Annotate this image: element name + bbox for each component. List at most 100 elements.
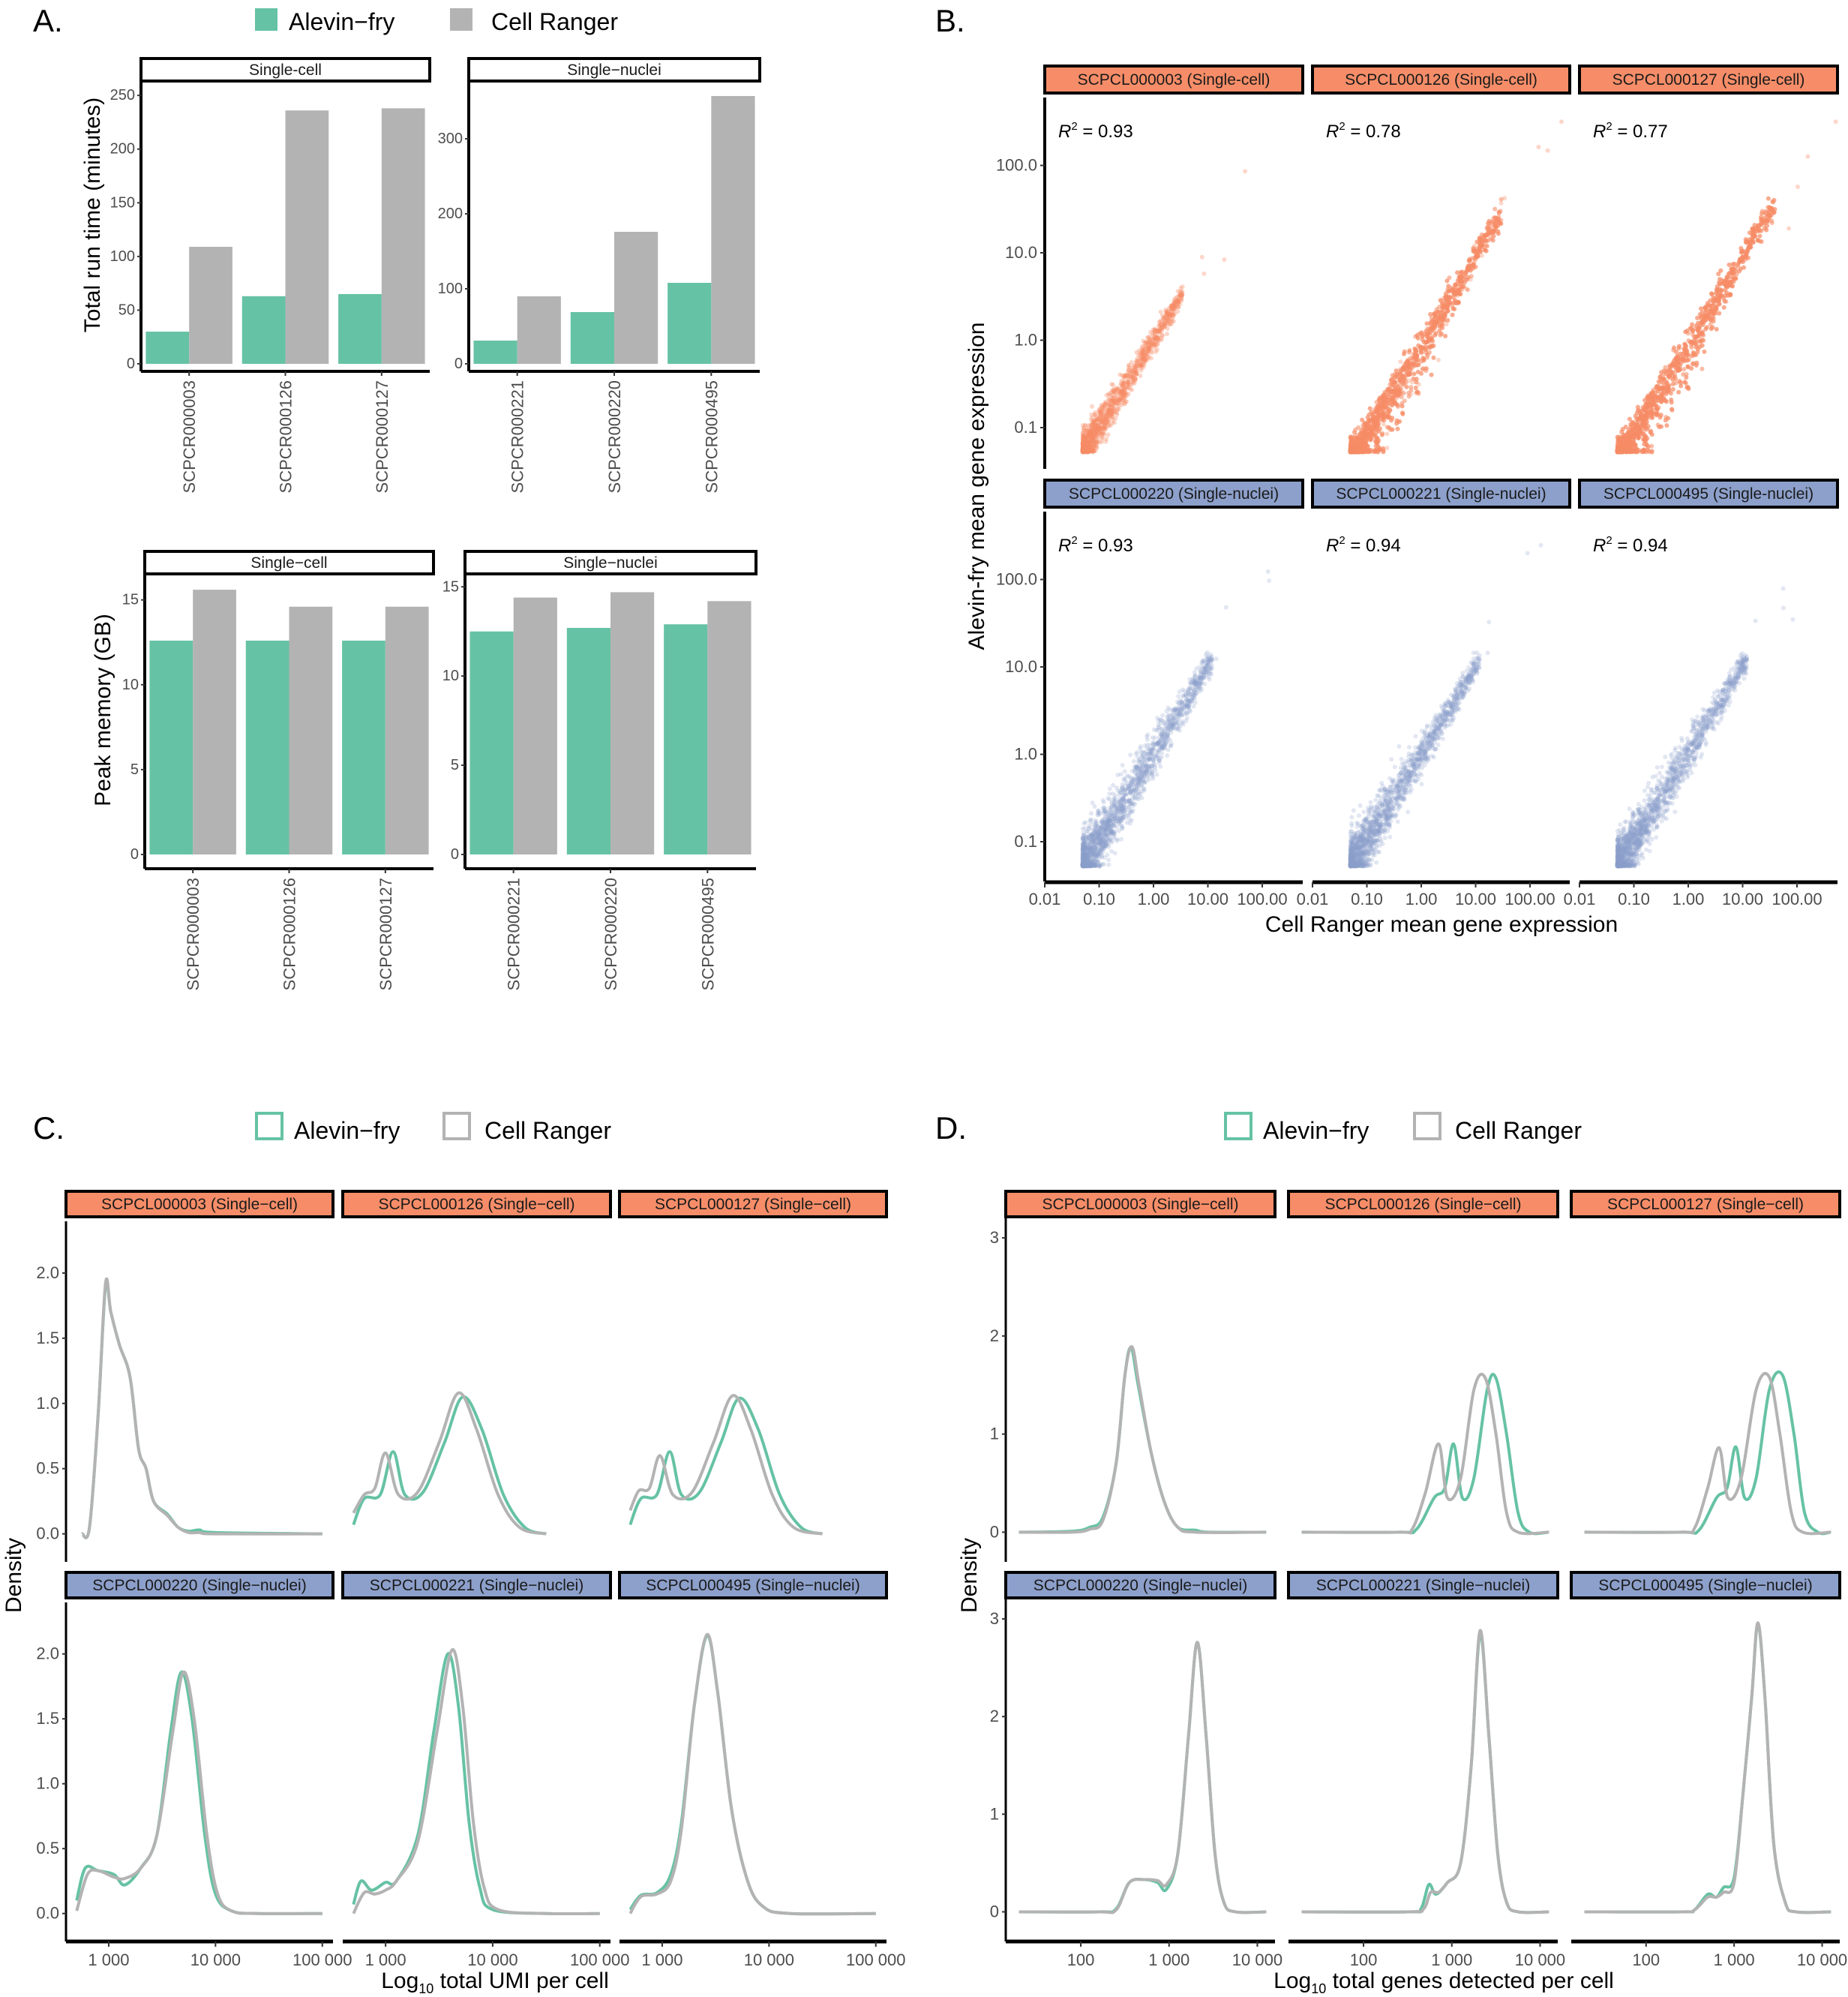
scatter-point [1484, 248, 1489, 254]
scatter-point [1082, 449, 1088, 455]
scatter-point [1081, 441, 1086, 446]
bar-alevin-fry-scpcr000220 [566, 627, 610, 854]
scatter-point [1108, 398, 1113, 404]
scatter-point [1132, 380, 1137, 386]
scatter-point [1126, 385, 1131, 390]
scatter-point [1080, 449, 1085, 455]
scatter-point [1166, 317, 1171, 323]
bar-cell-ranger-scpcr000221 [517, 296, 561, 364]
scatter-point [1120, 389, 1125, 395]
scatter-point [1164, 309, 1169, 314]
scatter-point [1492, 215, 1497, 221]
y-tick-label: 0 [451, 846, 459, 863]
x-tick-label-scpcr000220: SCPCR000220 [605, 380, 624, 493]
scatter-point [1432, 314, 1438, 320]
scatter-point [1137, 362, 1142, 367]
scatter-point [1120, 383, 1126, 388]
scatter-point [1425, 352, 1430, 357]
bar-cell-ranger-scpcr000221 [513, 597, 557, 854]
scatter-point [1083, 443, 1088, 449]
scatter-point [1443, 333, 1448, 338]
scatter-point [1404, 384, 1409, 389]
scatter-point [1081, 446, 1086, 451]
scatter-point [1082, 447, 1087, 452]
scatter-point [1102, 424, 1107, 429]
y-tick-label: 100.0 [996, 156, 1037, 175]
scatter-point [1084, 444, 1089, 449]
scatter-point [1084, 449, 1090, 455]
scatter-point [1141, 350, 1146, 356]
scatter-point [1132, 367, 1137, 372]
scatter-point [1408, 385, 1414, 390]
scatter-point [1463, 269, 1468, 275]
scatter-point [1082, 448, 1087, 453]
strip-b-scpcl000127-single-cell-label: SCPCL000127 (Single-cell) [1612, 71, 1805, 89]
scatter-point [1161, 316, 1166, 321]
scatter-point [1384, 446, 1390, 451]
scatter-point [1376, 423, 1381, 428]
scatter-point [1102, 401, 1108, 407]
strip-a-runtime-0-label: Single-cell [249, 62, 322, 79]
scatter-point [1090, 434, 1096, 440]
legend-c-swatch-alevin-fry [255, 1112, 284, 1140]
scatter-point [1178, 292, 1183, 297]
scatter-point [1161, 315, 1166, 320]
y-tick-label: 15 [122, 592, 139, 608]
scatter-point [1454, 290, 1459, 296]
scatter-point [1421, 358, 1426, 363]
scatter-point [1094, 445, 1100, 450]
scatter-point [1081, 449, 1086, 454]
scatter-point [1470, 266, 1475, 271]
strip-a-memory-0-label: Single−cell [250, 554, 327, 572]
scatter-point [1139, 363, 1144, 368]
scatter-point [1348, 434, 1353, 440]
scatter-point [1166, 312, 1172, 317]
scatter-point [1166, 317, 1172, 323]
scatter-point [1436, 309, 1441, 314]
scatter-point [1367, 434, 1372, 439]
scatter-point [1426, 335, 1431, 341]
scatter-point [1416, 343, 1421, 348]
scatter-point [1172, 307, 1177, 312]
scatter-point [1086, 429, 1091, 434]
scatter-point [1180, 284, 1185, 290]
scatter-point [1414, 389, 1420, 395]
scatter-point [1098, 409, 1103, 414]
scatter-point [1456, 275, 1462, 280]
scatter-point [1080, 448, 1085, 453]
scatter-point [1142, 353, 1147, 359]
scatter-point [1085, 426, 1090, 431]
scatter-point [1402, 351, 1407, 356]
scatter-point [1152, 326, 1157, 332]
scatter-point [1114, 386, 1120, 391]
scatter-point [1121, 380, 1126, 385]
x-tick-label-scpcr000003: SCPCR000003 [180, 380, 199, 493]
scatter-point [1081, 440, 1086, 445]
scatter-point [1140, 348, 1145, 353]
scatter-point [1092, 427, 1097, 432]
scatter-point [1098, 431, 1103, 437]
scatter-point [1138, 350, 1143, 356]
scatter-point [1097, 410, 1102, 416]
scatter-point [1142, 347, 1147, 353]
scatter-point [1146, 347, 1151, 353]
scatter-point [1097, 430, 1102, 435]
scatter-point [1171, 314, 1176, 320]
scatter-point [1373, 408, 1378, 413]
scatter-point [1082, 434, 1087, 439]
scatter-point [1088, 447, 1094, 452]
scatter-point [1134, 350, 1139, 355]
scatter-point [1088, 430, 1094, 435]
scatter-point [1088, 433, 1093, 438]
scatter-point [1142, 357, 1148, 362]
scatter-point [1081, 449, 1086, 454]
bar-alevin-fry-scpcr000127 [342, 640, 386, 854]
scatter-point [1081, 442, 1086, 447]
scatter-point [1452, 306, 1457, 311]
scatter-point [1095, 438, 1100, 443]
scatter-point [1166, 306, 1172, 311]
scatter-point [1156, 336, 1161, 341]
scatter-point [1178, 293, 1184, 298]
